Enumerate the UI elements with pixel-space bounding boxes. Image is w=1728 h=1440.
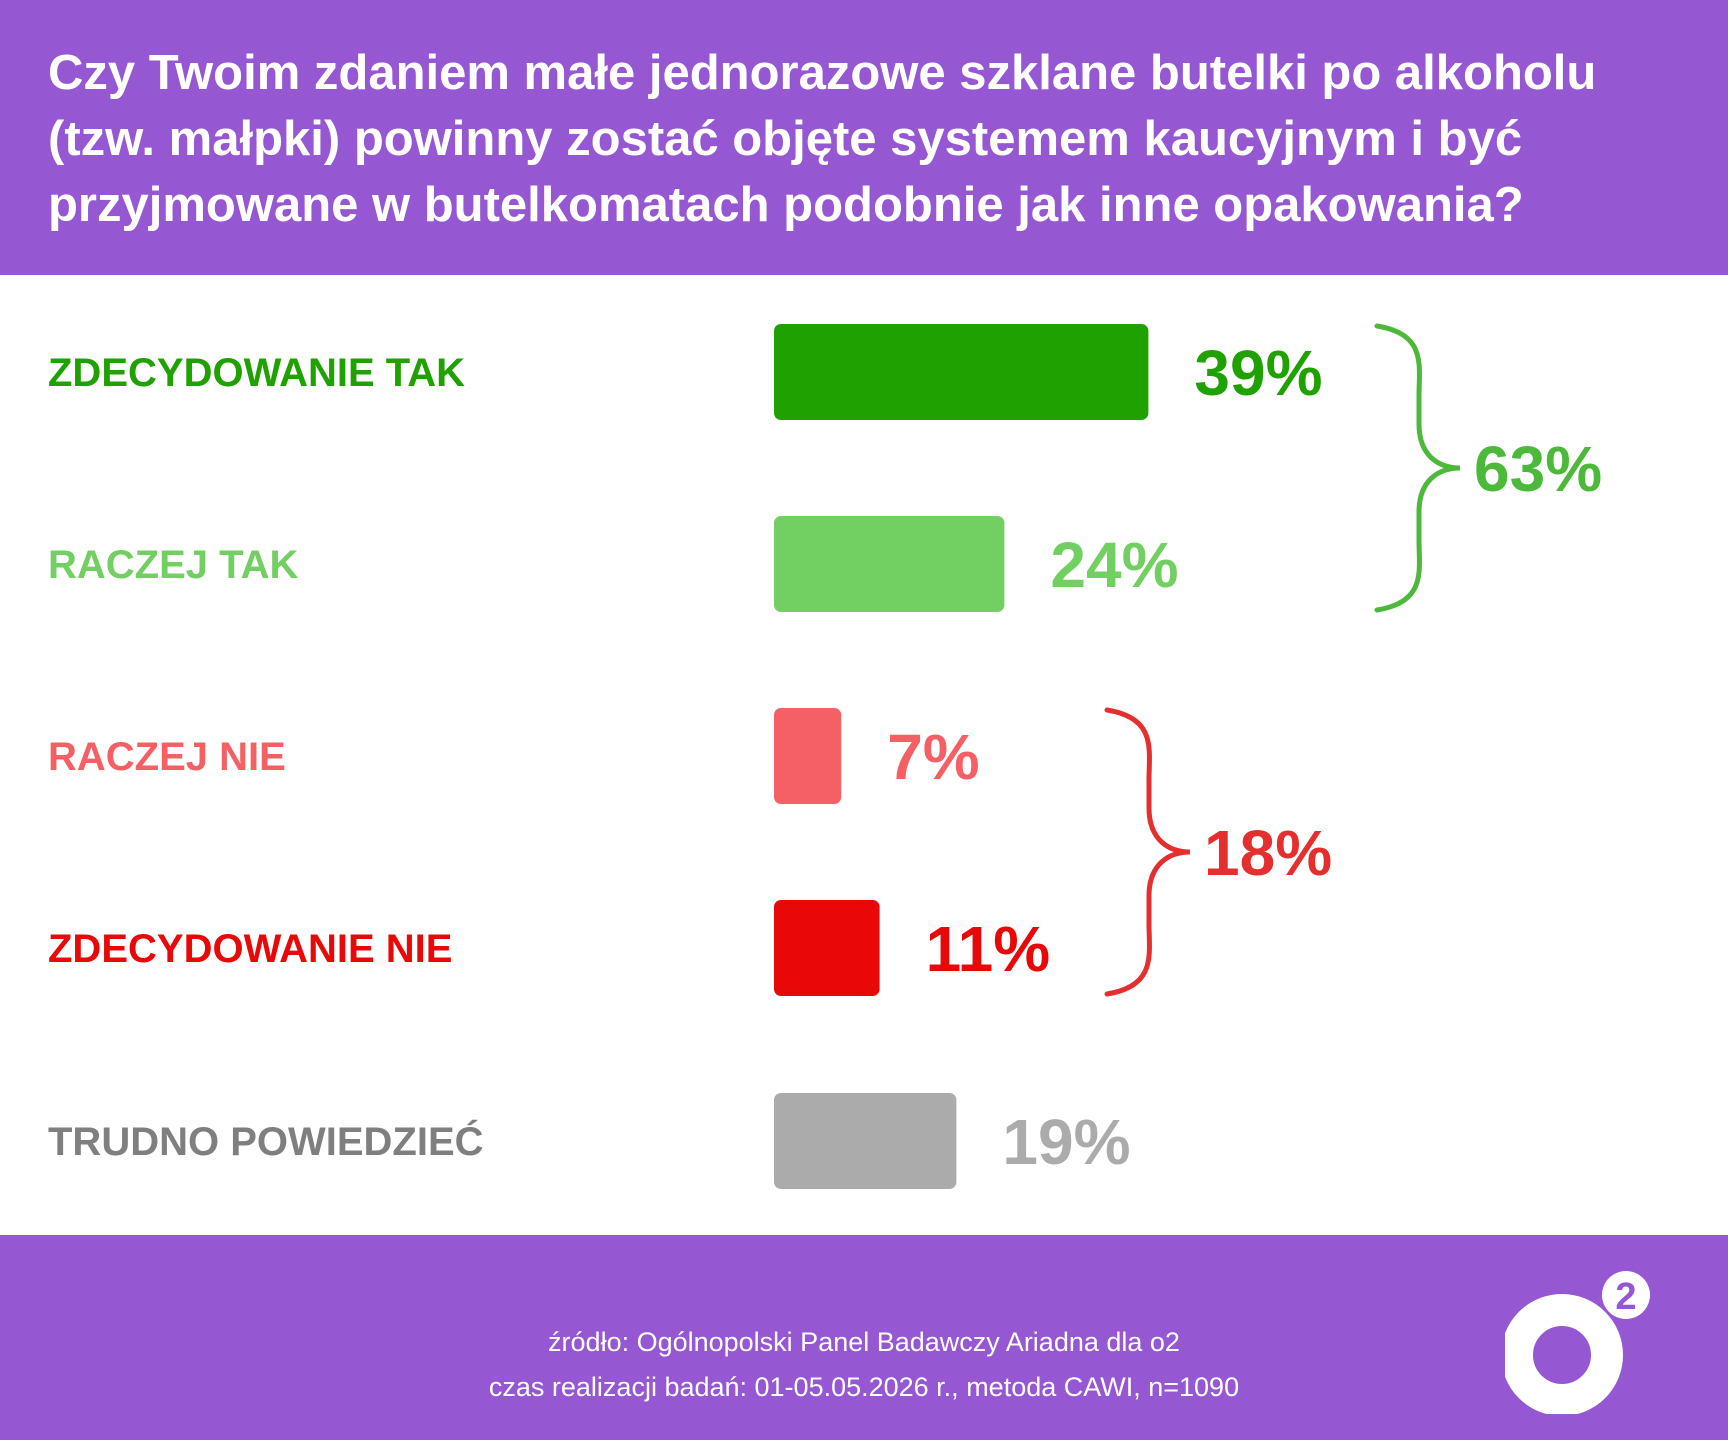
value-label: 11% <box>926 913 1051 985</box>
bar <box>774 708 842 804</box>
logo-superscript: 2 <box>1615 1276 1636 1318</box>
category-label: TRUDNO POWIEDZIEĆ <box>48 1118 484 1164</box>
category-label: ZDECYDOWANIE NIE <box>48 927 452 971</box>
category-label: ZDECYDOWANIE TAK <box>48 351 465 395</box>
value-label: 7% <box>887 721 980 793</box>
value-label: 24% <box>1050 529 1178 601</box>
o2-logo: 2 <box>1505 1271 1650 1414</box>
bar <box>774 1093 957 1189</box>
group-bracket <box>1104 707 1191 997</box>
footer-banner: źródło: Ogólnopolski Panel Badawczy Aria… <box>0 1235 1728 1440</box>
category-label: RACZEJ NIE <box>48 735 286 779</box>
source-note: źródło: Ogólnopolski Panel Badawczy Aria… <box>0 1320 1728 1410</box>
source-line-2: czas realizacji badań: 01-05.05.2026 r.,… <box>488 1372 1240 1402</box>
group-total-label: 63% <box>1474 433 1602 505</box>
bar-chart: ZDECYDOWANIE TAK 39% RACZEJ TAK 24% RACZEJ N… <box>48 323 1602 1189</box>
chart-title: Czy Twoim zdaniem małe jednorazowe szkla… <box>48 46 1597 232</box>
source-line-1: źródło: Ogólnopolski Panel Badawczy Aria… <box>548 1327 1180 1357</box>
value-label: 19% <box>1002 1106 1130 1178</box>
logo-superscript-badge <box>1602 1271 1650 1319</box>
header-banner: Czy Twoim zdaniem małe jednorazowe szkla… <box>0 0 1728 275</box>
group-total-label: 18% <box>1204 817 1332 889</box>
bar <box>774 324 1149 420</box>
logo-ring <box>1505 1294 1623 1414</box>
group-bracket <box>1374 323 1461 613</box>
bar <box>774 516 1005 612</box>
bar <box>774 900 880 996</box>
value-label: 39% <box>1194 337 1322 409</box>
category-label: RACZEJ TAK <box>48 543 298 587</box>
